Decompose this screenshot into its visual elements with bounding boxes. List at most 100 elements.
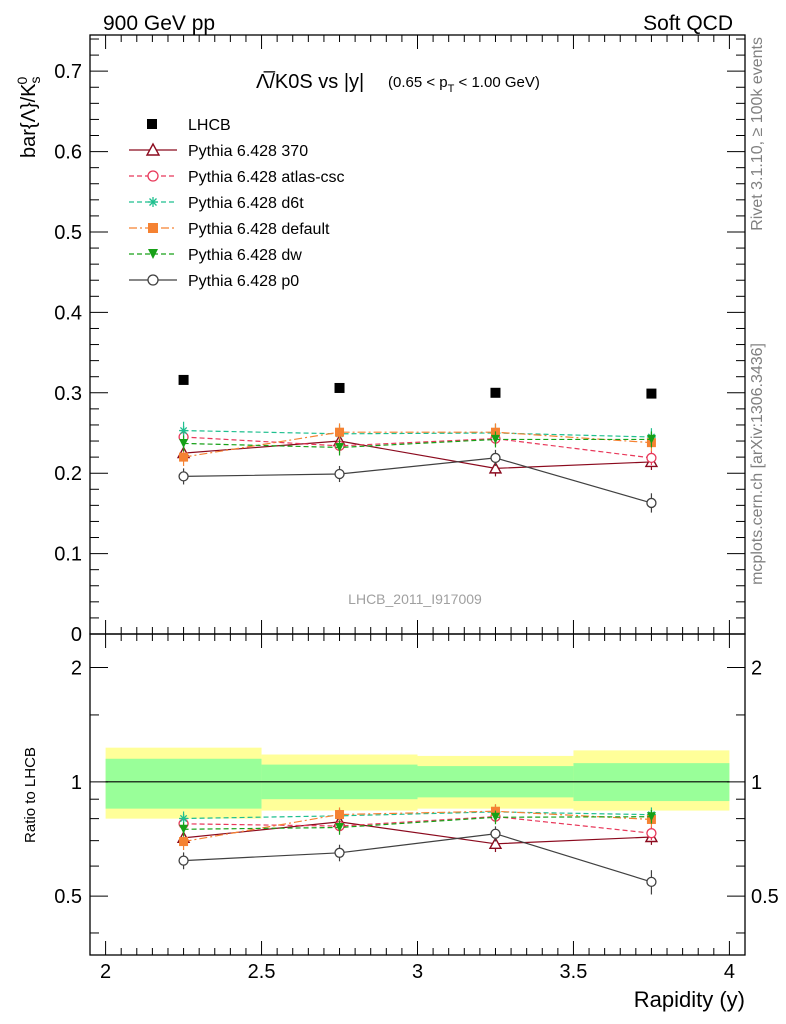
header-right: Soft QCD xyxy=(643,12,733,35)
series-point xyxy=(488,461,503,474)
ratio-series-line xyxy=(183,810,652,843)
series-point xyxy=(490,434,500,444)
legend-marker xyxy=(147,274,159,286)
x-tick-label: 2 xyxy=(100,961,111,983)
x-tick-label: 4 xyxy=(724,961,735,983)
legend-marker xyxy=(147,119,157,129)
data-uncertainty-bands xyxy=(105,747,730,819)
series-line xyxy=(183,457,652,504)
ratio-point xyxy=(178,855,189,866)
legend: LHCB Pythia 6.428 370 Pythia 6.428 atlas-c… xyxy=(129,117,345,290)
x-axis-label: Rapidity (y) xyxy=(634,987,745,1012)
series-line xyxy=(183,429,652,438)
y-tick-label: 0.7 xyxy=(54,61,82,83)
ratio-point xyxy=(490,812,500,822)
ratio-point xyxy=(646,828,657,839)
axes-layer: 2 2.5 3 3.5 4 0 0.1 0.2 0.3 0.4 0.5 0.6 0.7 0.5 0.5 1 1 2… xyxy=(54,34,779,983)
star-arm xyxy=(179,814,188,823)
ratio-y-tick-label-right: 0.5 xyxy=(751,886,779,908)
data-point xyxy=(646,388,657,399)
data-point xyxy=(178,374,189,385)
legend-item: Pythia 6.428 p0 xyxy=(129,273,299,290)
legend-marker xyxy=(145,142,161,156)
series-point xyxy=(646,452,657,464)
legend-item: Pythia 6.428 dw xyxy=(129,247,302,264)
ratio-point xyxy=(334,847,345,858)
legend-label: Pythia 6.428 atlas-csc xyxy=(188,169,345,186)
chart-title: Λ̅/K0S vs |y| xyxy=(256,70,364,93)
legend-label: Pythia 6.428 d6t xyxy=(188,195,304,212)
ratio-point xyxy=(488,836,503,850)
y-tick-label: 0.5 xyxy=(54,222,82,244)
y-tick-label: 0.1 xyxy=(54,544,82,566)
series-point xyxy=(490,452,501,464)
ratio-y-tick-label: 2 xyxy=(71,657,82,679)
ratio-series-line xyxy=(183,811,652,820)
series-point xyxy=(178,471,189,482)
series-point xyxy=(334,468,345,480)
data-point xyxy=(490,387,501,398)
ratio-point xyxy=(335,822,345,832)
ratio-series-line xyxy=(183,815,652,834)
series-point xyxy=(179,426,189,436)
ratio-series-line xyxy=(183,833,652,883)
series-line xyxy=(183,440,652,469)
legend-label: Pythia 6.428 370 xyxy=(188,143,308,160)
stat-uncertainty-band xyxy=(105,758,262,809)
legend-marker xyxy=(148,223,158,233)
legend-label: Pythia 6.428 default xyxy=(188,221,330,238)
series-line xyxy=(183,438,652,449)
legend-label: Pythia 6.428 dw xyxy=(188,247,302,264)
ratio-point xyxy=(179,813,189,823)
series-line xyxy=(183,436,652,459)
series-point xyxy=(335,427,345,437)
x-tick-label: 3 xyxy=(412,961,423,983)
series-point xyxy=(179,438,189,448)
ratio-point xyxy=(646,812,656,822)
y-tick-label: 0.2 xyxy=(54,463,82,485)
data-points-layer xyxy=(178,374,657,399)
series-line xyxy=(183,431,652,458)
ratio-y-tick-label: 0.5 xyxy=(54,886,82,908)
legend-item: Pythia 6.428 default xyxy=(129,221,330,238)
rivet-text: Rivet 3.1.10, ≥ 100k events xyxy=(749,37,766,231)
legend-item: Pythia 6.428 atlas-csc xyxy=(129,169,345,186)
ratio-y-tick-label: 1 xyxy=(71,772,82,794)
ratio-y-tick-label-right: 1 xyxy=(751,772,762,794)
x-tick-label: 3.5 xyxy=(560,961,588,983)
series-point xyxy=(646,434,656,444)
analysis-watermark: LHCB_2011_I917009 xyxy=(348,591,482,607)
star-arm xyxy=(149,198,157,206)
ratio-point xyxy=(179,824,189,834)
header-left: 900 GeV pp xyxy=(103,12,215,35)
y-tick-label: 0.4 xyxy=(54,302,82,324)
ratio-point xyxy=(646,876,657,888)
series-point xyxy=(335,442,345,452)
ratio-y-tick-label-right: 2 xyxy=(751,657,762,679)
chart-title-main: Λ̅/K0S vs |y| xyxy=(256,70,364,93)
legend-item: Pythia 6.428 d6t xyxy=(129,195,304,212)
legend-item: LHCB xyxy=(147,117,231,134)
chart-title-cut: (0.65 < pT < 1.00 GeV) xyxy=(388,74,540,95)
ratio-series-layer xyxy=(176,804,659,895)
legend-marker xyxy=(148,249,158,259)
ratio-series-line xyxy=(183,816,652,830)
ratio-point xyxy=(490,828,501,839)
star-arm xyxy=(179,426,188,435)
y-tick-label: 0.6 xyxy=(54,142,82,164)
y-axis-label: bar{Λ}/Ks0 xyxy=(14,76,43,158)
mcplots-text: mcplots.cern.ch [arXiv:1306.3436] xyxy=(749,343,766,585)
legend-marker xyxy=(148,197,158,207)
y-tick-label: 0 xyxy=(71,624,82,646)
y-tick-label: 0.3 xyxy=(54,383,82,405)
ratio-y-axis-label: Ratio to LHCB xyxy=(22,747,39,843)
series-point xyxy=(179,452,189,462)
legend-marker xyxy=(147,170,159,182)
ratio-series-line xyxy=(183,821,652,845)
legend-label: Pythia 6.428 p0 xyxy=(188,273,299,290)
x-tick-label: 2.5 xyxy=(248,961,276,983)
legend-item: Pythia 6.428 370 xyxy=(129,142,308,160)
ratio-point xyxy=(335,810,345,820)
main-series-layer xyxy=(176,421,659,513)
